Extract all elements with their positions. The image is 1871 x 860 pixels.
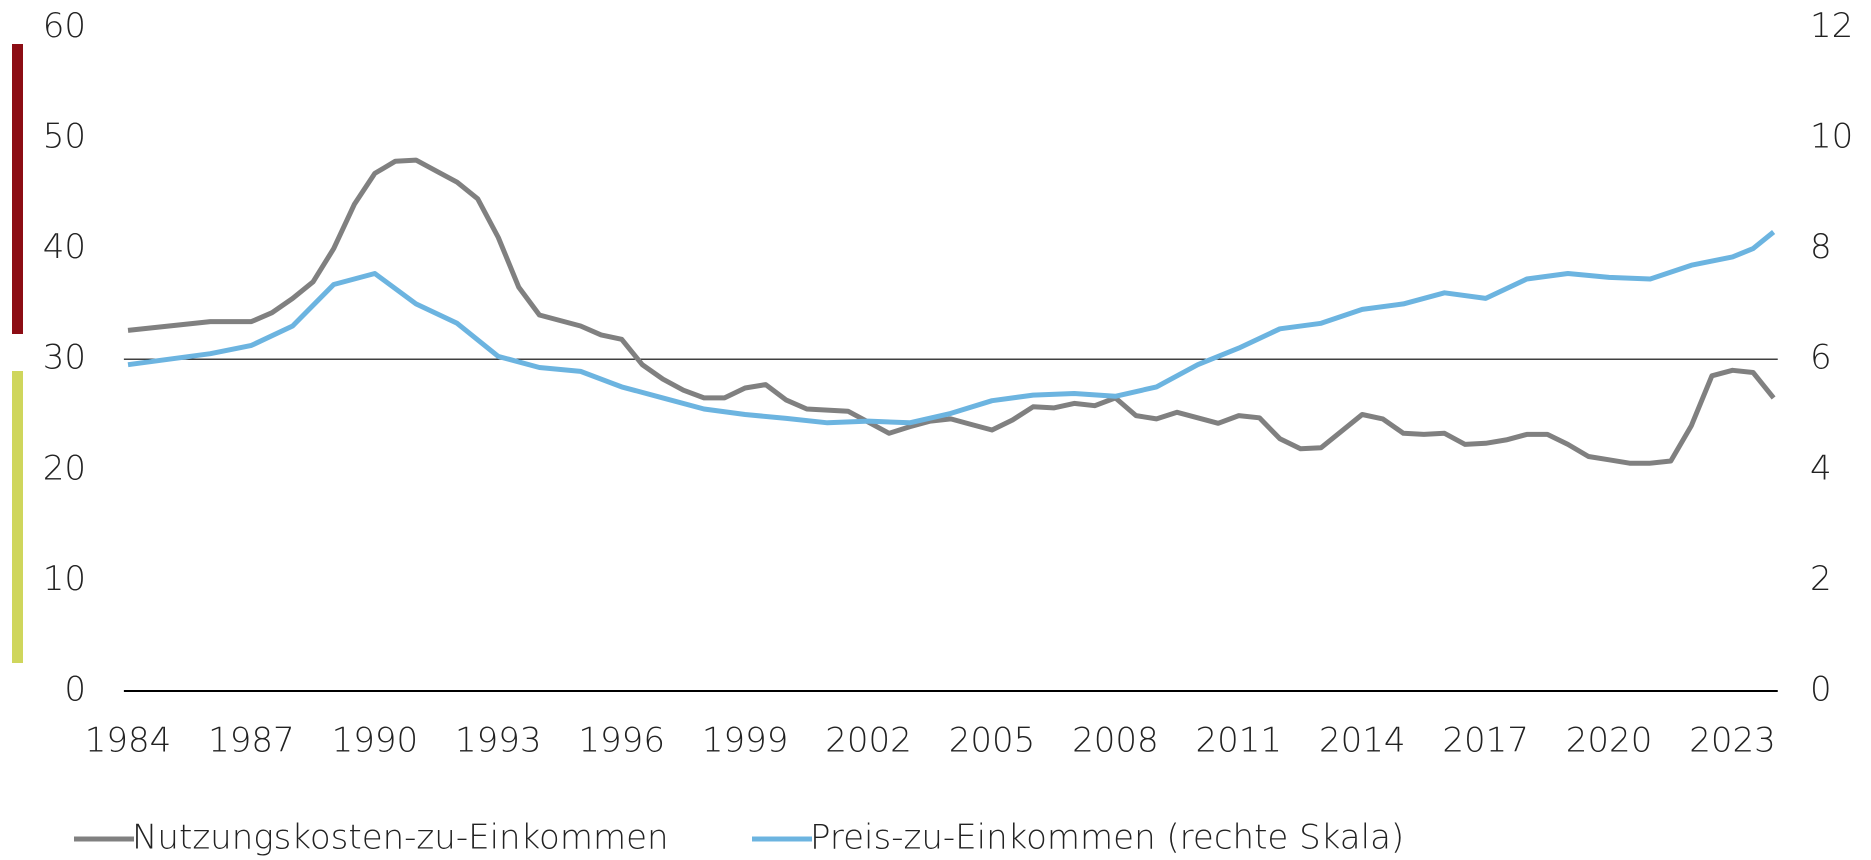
y-tick-label: 0 xyxy=(64,670,86,710)
y-tick-label: 60 xyxy=(43,6,86,46)
range-bar-low xyxy=(12,371,23,663)
x-tick-label: 2020 xyxy=(1566,721,1653,761)
y-tick-label: 10 xyxy=(43,559,86,599)
y2-tick-label: 4 xyxy=(1810,448,1832,488)
series-line xyxy=(127,157,1776,466)
y2-tick-label: 2 xyxy=(1810,559,1832,599)
y2-tick-label: 0 xyxy=(1810,670,1832,710)
y2-tick-label: 10 xyxy=(1810,117,1853,157)
x-tick-label: 1999 xyxy=(702,721,789,761)
y-tick-label: 20 xyxy=(43,448,86,488)
x-tick-label: 2005 xyxy=(949,721,1036,761)
y2-tick-label: 8 xyxy=(1810,227,1832,267)
y-tick-label: 40 xyxy=(43,227,86,267)
y-tick-label: 50 xyxy=(43,117,86,157)
x-tick-label: 2008 xyxy=(1072,721,1159,761)
x-tick-label: 2002 xyxy=(825,721,912,761)
x-tick-label: 1993 xyxy=(455,721,542,761)
x-tick-label: 2011 xyxy=(1196,721,1283,761)
legend-label: Nutzungskosten-zu-Einkommen xyxy=(132,818,669,858)
x-tick-label: 1996 xyxy=(578,721,665,761)
x-tick-label: 2023 xyxy=(1689,721,1776,761)
x-tick-label: 2017 xyxy=(1442,721,1529,761)
y2-tick-label: 6 xyxy=(1810,338,1832,378)
series-line xyxy=(127,230,1776,426)
range-bar-high xyxy=(12,44,23,334)
x-tick-label: 1990 xyxy=(332,721,419,761)
legend-label: Preis-zu-Einkommen (rechte Skala) xyxy=(810,818,1404,858)
x-tick-label: 1987 xyxy=(208,721,295,761)
y-tick-label: 30 xyxy=(43,338,86,378)
y2-tick-label: 12 xyxy=(1810,6,1853,46)
x-tick-label: 1984 xyxy=(85,721,172,761)
x-tick-label: 2014 xyxy=(1319,721,1406,761)
